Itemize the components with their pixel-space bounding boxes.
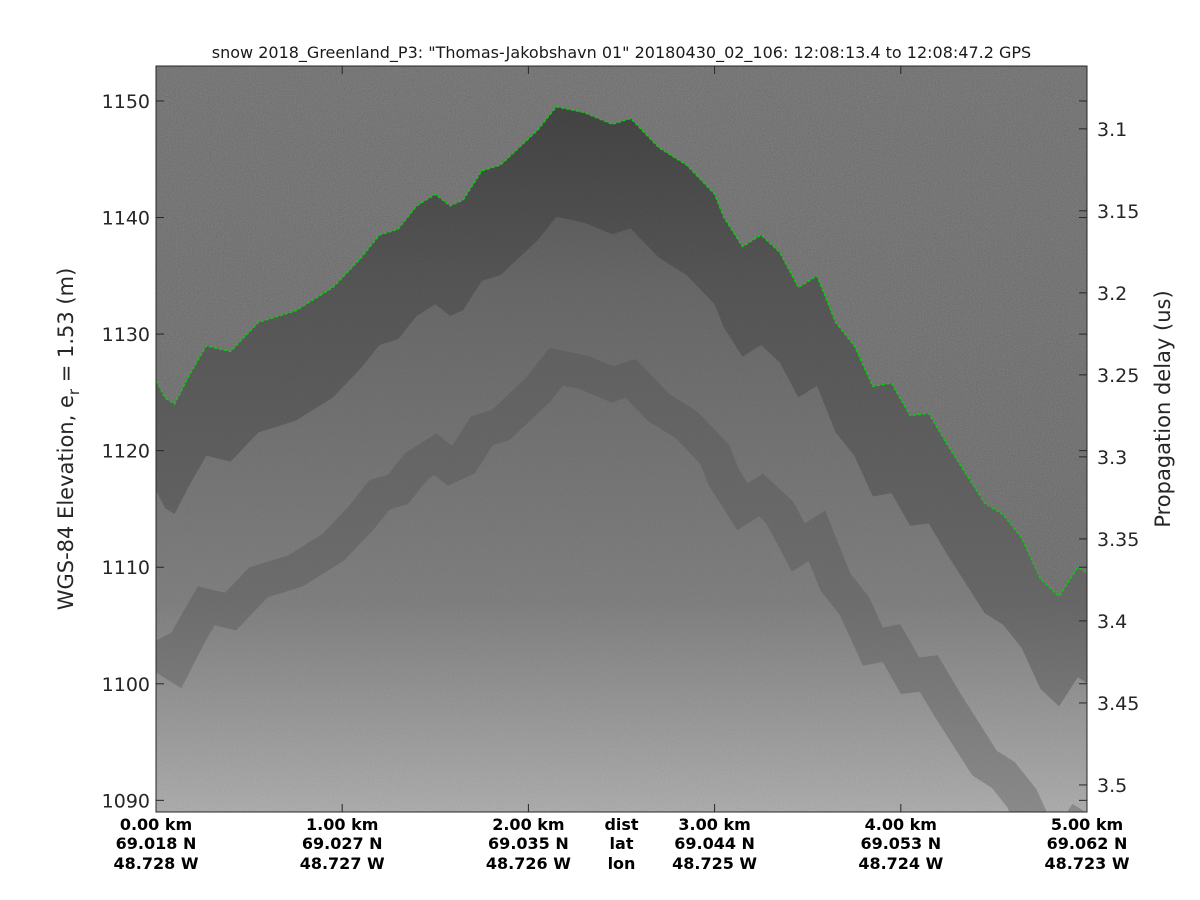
y2-tick-label: 3.1	[1097, 119, 1127, 141]
y-tick-label: 1130	[102, 324, 150, 346]
x-tick-lon-label: 48.726 W	[486, 854, 571, 873]
x-tick-lon-label: 48.727 W	[300, 854, 385, 873]
y-tick-label: 1150	[102, 91, 150, 113]
x-tick-dist-label: 5.00 km	[1051, 815, 1123, 834]
x-tick-lat-label: 69.018 N	[116, 834, 197, 853]
y-tick-label: 1110	[102, 557, 150, 579]
y2-tick-label: 3.4	[1097, 611, 1127, 633]
dark-arc-band	[156, 348, 1086, 812]
x-tick-lat-label: 69.053 N	[860, 834, 941, 853]
x-tick-dist-label: 2.00 km	[492, 815, 564, 834]
x-tick-dist-label: 1.00 km	[306, 815, 378, 834]
x-tick-lat-label: 69.035 N	[488, 834, 569, 853]
y2-tick-label: 3.45	[1097, 693, 1139, 715]
x-tick-lon-label: 48.724 W	[858, 854, 943, 873]
surface-pick-line	[156, 106, 1087, 598]
y2-tick-label: 3.3	[1097, 447, 1127, 469]
x-tick-lon-label: 48.723 W	[1045, 854, 1130, 873]
x-row-label: lon	[608, 854, 636, 873]
x-tick-dist-label: 0.00 km	[120, 815, 192, 834]
y2-tick-label: 3.35	[1097, 529, 1139, 551]
internal-layer-streaks	[156, 106, 1087, 707]
x-tick-dist-label: 4.00 km	[865, 815, 937, 834]
x-tick-lat-label: 69.027 N	[302, 834, 383, 853]
plot-area	[156, 66, 1087, 812]
x-tick-lat-label: 69.044 N	[674, 834, 755, 853]
x-tick-lon-label: 48.725 W	[672, 854, 757, 873]
y2-tick-label: 3.2	[1097, 283, 1127, 305]
y2-tick-label: 3.15	[1097, 201, 1139, 223]
right-y-axis-label: Propagation delay (us)	[1151, 290, 1175, 527]
y2-tick-label: 3.5	[1097, 775, 1127, 797]
y2-tick-label: 3.25	[1097, 365, 1139, 387]
y-tick-label: 1100	[102, 674, 150, 696]
right-y-axis: 3.1 3.15 3.2 3.25 3.3 3.35 3.4 3.45 3.5	[1079, 119, 1139, 797]
plot-frame	[155, 65, 1088, 813]
left-y-axis: 1090 1100 1110 1120 1130 1140 1150	[102, 91, 1087, 812]
y-axis-label: WGS-84 Elevation, er = 1.53 (m)	[54, 268, 83, 611]
x-tick-lat-label: 69.062 N	[1047, 834, 1128, 853]
y-tick-label: 1090	[102, 790, 150, 812]
x-row-label: lat	[610, 834, 634, 853]
x-tick-dist-label: 3.00 km	[678, 815, 750, 834]
x-tick-lon-label: 48.728 W	[114, 854, 199, 873]
ice-column	[156, 106, 1087, 812]
chart-title: snow 2018_Greenland_P3: "Thomas-Jakobsha…	[212, 43, 1031, 63]
y-tick-label: 1120	[102, 441, 150, 463]
x-row-label: dist	[604, 815, 638, 834]
y-tick-label: 1140	[102, 208, 150, 230]
